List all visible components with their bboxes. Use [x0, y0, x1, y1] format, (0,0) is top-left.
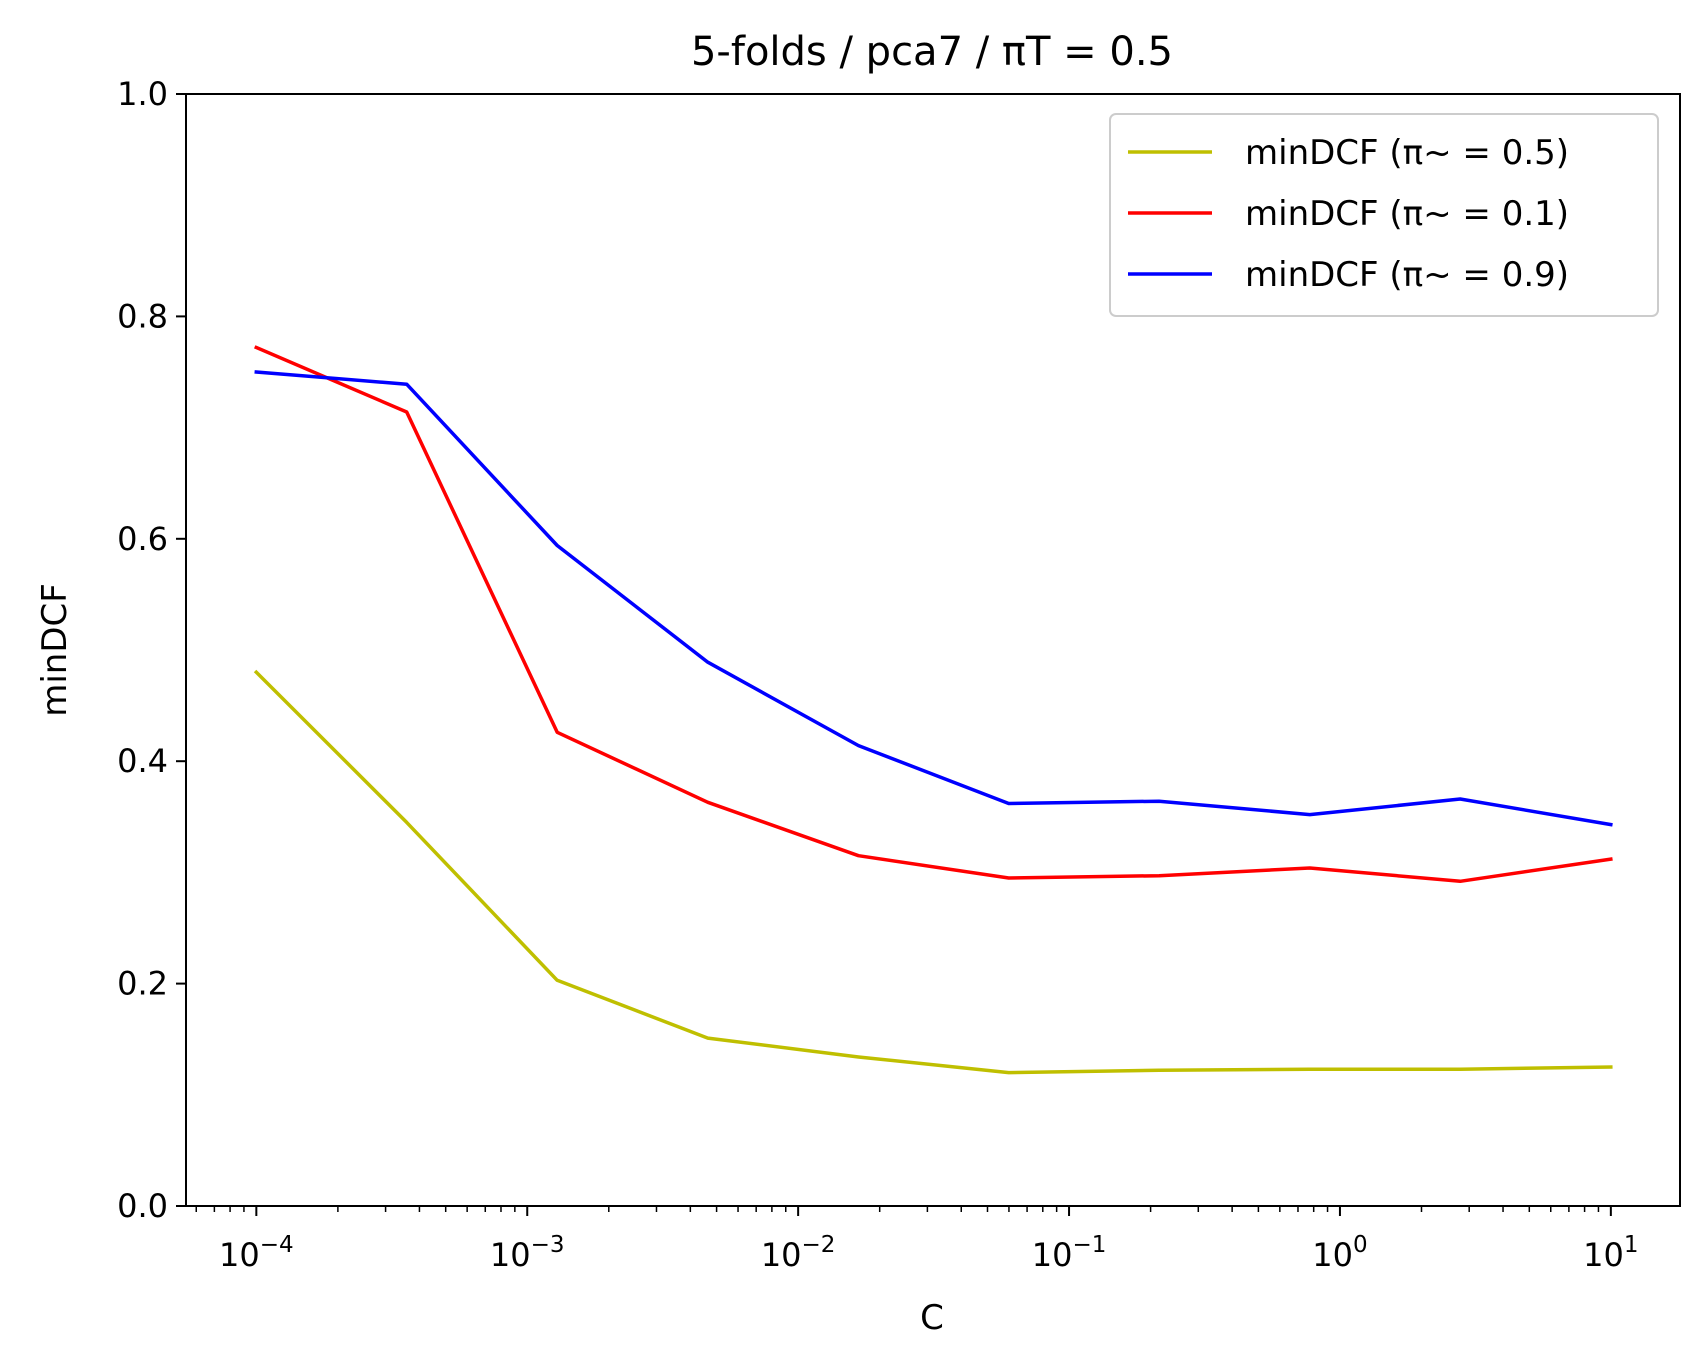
series-line-3: [254, 370, 1613, 827]
legend: minDCF (π~ = 0.5) minDCF (π~ = 0.1) minDCF…: [1109, 113, 1659, 317]
series-layer: [253, 345, 1613, 1075]
y-tick-label: 0.4: [117, 742, 168, 780]
legend-label-2: minDCF (π~ = 0.1): [1245, 194, 1569, 234]
y-axis-ticks: 0.0 0.2 0.4 0.6 0.8 1.0: [117, 75, 186, 1225]
x-tick-label: 101: [1583, 1232, 1638, 1274]
y-tick-label: 0.2: [117, 965, 168, 1003]
x-tick-label: 10−2: [761, 1232, 836, 1274]
y-axis-label: minDCF: [35, 583, 75, 717]
x-tick-label: 10−4: [219, 1232, 294, 1274]
y-tick-label: 0.6: [117, 520, 168, 558]
y-tick-label: 0.8: [117, 297, 168, 335]
chart-title: 5-folds / pca7 / πT = 0.5: [691, 29, 1173, 75]
legend-box: [1109, 113, 1659, 317]
plot-frame: [185, 93, 1681, 1207]
series-line-1: [253, 669, 1613, 1075]
x-axis-label: C: [920, 1298, 944, 1338]
x-tick-label: 10−3: [490, 1232, 565, 1274]
y-tick-label: 1.0: [117, 75, 168, 113]
legend-label-1: minDCF (π~ = 0.5): [1245, 133, 1569, 173]
series-line-2: [254, 345, 1613, 884]
y-tick-label: 0.0: [117, 1187, 168, 1225]
x-tick-label: 10−1: [1032, 1232, 1107, 1274]
x-tick-label: 100: [1312, 1232, 1367, 1274]
legend-label-3: minDCF (π~ = 0.9): [1245, 255, 1569, 295]
x-axis-ticks: 10−4 10−3 10−2 10−1 100 101: [195, 1206, 1639, 1274]
